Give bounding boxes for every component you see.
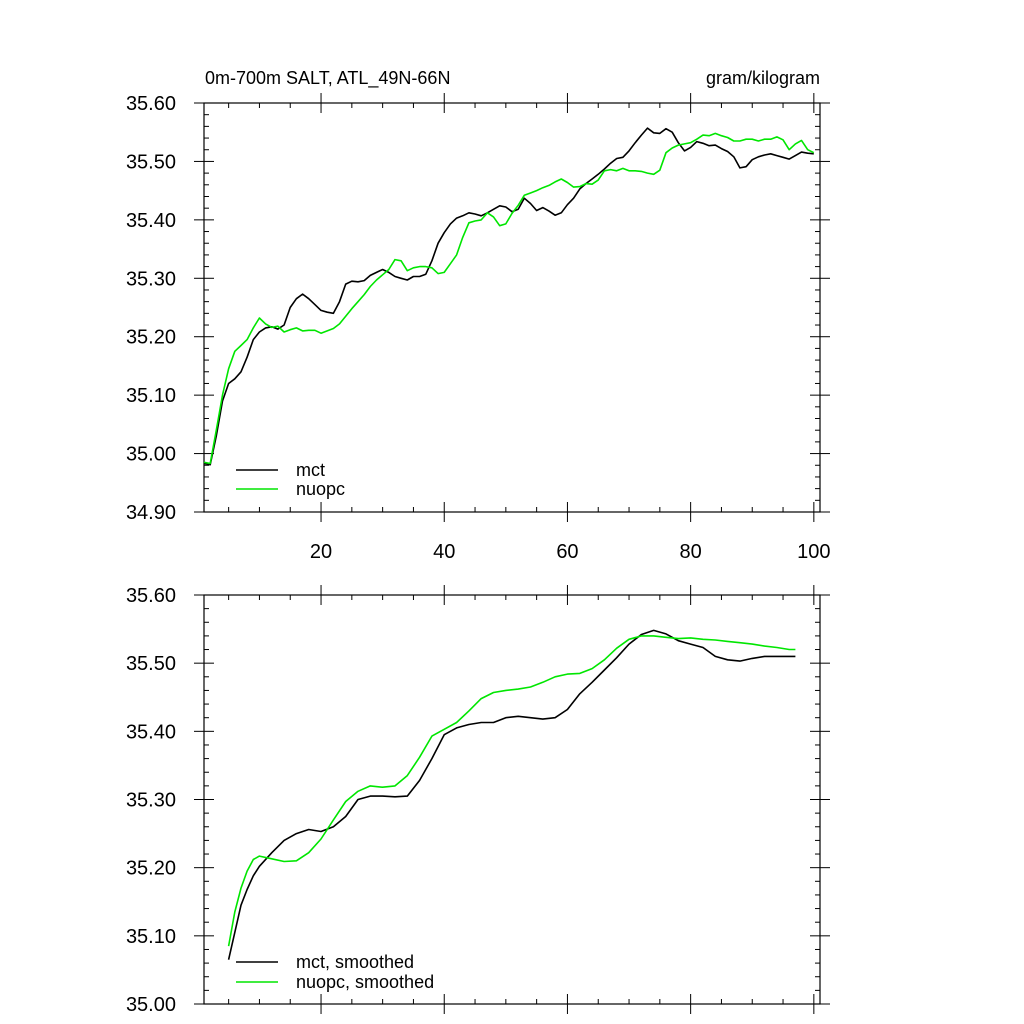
panel1-legend-label: mct	[296, 460, 325, 480]
panel2-legend-label: nuopc, smoothed	[296, 972, 434, 992]
panel2-series-mct-smoothed	[227, 629, 796, 960]
panel1-plot: 20 40 60 80 100 34.90 35.00 35.10 35.20 35.30 35.4…	[126, 93, 831, 563]
panel2-plot: 35.00 35.10 35.20 35.30 35.40 35.50 35.60 mct, …	[126, 585, 830, 1016]
panel2-ytick-label: 35.10	[126, 926, 176, 948]
panel2-ytick-label: 35.50	[126, 653, 176, 675]
panel1-xtick-label: 80	[680, 541, 702, 563]
panel1-ytick-label: 35.30	[126, 268, 176, 290]
panel2-ytick-label: 35.00	[126, 994, 176, 1016]
panel1-ytick-label: 35.00	[126, 444, 176, 466]
panel1-xtick-label: 100	[797, 541, 830, 563]
panel2-legend-label: mct, smoothed	[296, 952, 414, 972]
panel1-ytick-label: 35.20	[126, 327, 176, 349]
panel2-frame	[203, 594, 821, 1005]
panel1-legend-label: nuopc	[296, 479, 345, 499]
panel2-ytick-label: 35.30	[126, 790, 176, 812]
panel1-series-mct	[203, 127, 814, 466]
panel1-frame	[203, 102, 821, 513]
panel1-xtick-label: 20	[310, 541, 332, 563]
panel1-series-nuopc	[203, 132, 815, 465]
panel1-ytick-label: 35.10	[126, 385, 176, 407]
panel1-units: gram/kilogram	[706, 68, 820, 88]
panel1-xtick-label: 60	[556, 541, 578, 563]
panel2-ytick-label: 35.40	[126, 721, 176, 743]
panel2-series-nuopc-smoothed	[227, 635, 796, 947]
panel1-ytick-label: 35.60	[126, 93, 176, 115]
panel1-ytick-label: 35.40	[126, 210, 176, 232]
panel1-ytick-label: 34.90	[126, 502, 176, 524]
panel1-ytick-label: 35.50	[126, 151, 176, 173]
panel1-xtick-label: 40	[433, 541, 455, 563]
panel2-ytick-label: 35.60	[126, 585, 176, 607]
panel1-title: 0m-700m SALT, ATL_49N-66N	[205, 68, 450, 89]
panel2-ytick-label: 35.20	[126, 858, 176, 880]
